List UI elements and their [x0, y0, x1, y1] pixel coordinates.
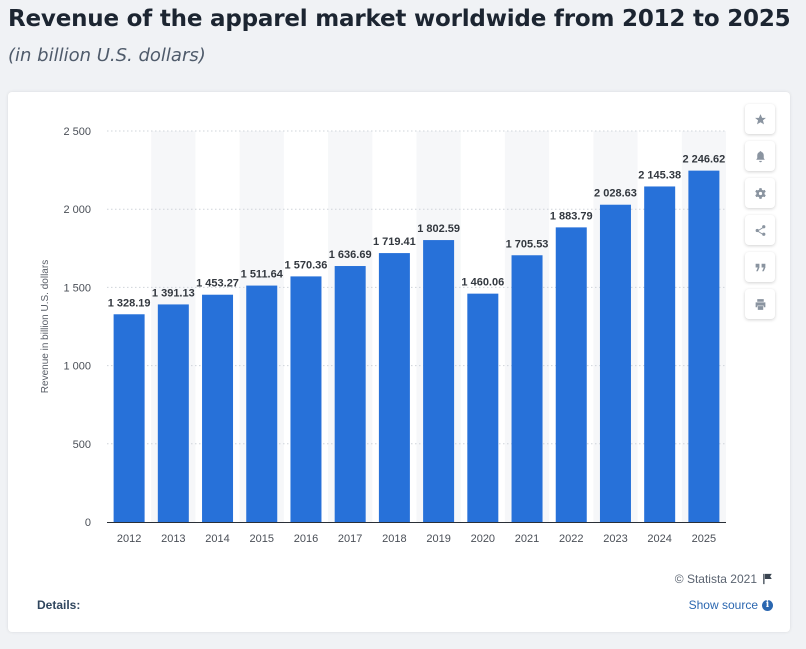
settings-button[interactable]: [745, 178, 775, 208]
data-label: 1 391.13: [152, 287, 195, 299]
bar: [423, 240, 455, 522]
y-tick-label: 1 500: [63, 282, 91, 294]
x-tick-label: 2015: [250, 533, 274, 545]
bar: [157, 304, 189, 522]
bar: [511, 255, 543, 522]
bar-chart: 0 500 1 000 1 500 2 000 2 500 Revenue in billi…: [40, 126, 726, 545]
x-tick-label: 2017: [338, 533, 362, 545]
info-icon: i: [762, 599, 773, 611]
data-label: 2 246.62: [682, 154, 725, 166]
x-tick-label: 2018: [382, 533, 406, 545]
star-icon: [754, 113, 766, 124]
bar: [599, 204, 631, 522]
y-axis-title: Revenue in billion U.S. dollars: [40, 260, 51, 393]
x-tick-label: 2024: [647, 533, 671, 545]
flag-icon: [763, 573, 772, 585]
x-tick-label: 2012: [117, 533, 141, 545]
print-icon: [755, 298, 765, 310]
x-tick-label: 2019: [426, 533, 450, 545]
x-tick-label: 2021: [515, 533, 539, 545]
share-button[interactable]: [745, 215, 775, 245]
y-tick-label: 0: [85, 517, 91, 529]
print-button[interactable]: [745, 289, 775, 319]
cite-button[interactable]: [745, 252, 775, 282]
data-label: 1 802.59: [417, 223, 460, 235]
y-tick-label: 2 000: [63, 204, 91, 216]
data-label: 2 028.63: [594, 188, 637, 200]
page-subtitle: (in billion U.S. dollars): [8, 45, 206, 66]
data-label: 1 636.69: [329, 249, 372, 261]
statista-credit[interactable]: © Statista 2021: [675, 572, 773, 586]
page-title: Revenue of the apparel market worldwide …: [8, 6, 791, 32]
details-label[interactable]: Details:: [37, 598, 81, 612]
show-source-link[interactable]: Show source i: [689, 598, 773, 612]
x-tick-label: 2016: [294, 533, 318, 545]
y-tick-label: 500: [73, 439, 91, 451]
gear-icon: [754, 187, 766, 199]
data-label: 1 453.27: [196, 278, 239, 290]
x-tick-label: 2022: [559, 533, 583, 545]
data-label: 1 719.41: [373, 236, 416, 248]
data-label: 1 460.06: [461, 277, 504, 289]
bar: [555, 227, 587, 522]
y-tick-label: 2 500: [63, 126, 91, 138]
favorite-button[interactable]: [745, 104, 775, 134]
quote-icon: [755, 263, 765, 271]
bar: [202, 294, 234, 522]
bar: [467, 293, 499, 522]
bar: [290, 276, 322, 522]
bell-icon: [755, 150, 765, 162]
data-label: 1 883.79: [550, 210, 593, 222]
x-tick-label: 2013: [161, 533, 185, 545]
x-tick-label: 2014: [205, 533, 229, 545]
data-label: 1 511.64: [241, 269, 284, 281]
x-tick-label: 2020: [471, 533, 495, 545]
chart-card: 0 500 1 000 1 500 2 000 2 500 Revenue in billi…: [8, 92, 790, 632]
credit-text: © Statista 2021: [674, 572, 757, 586]
bar: [246, 285, 278, 522]
data-label: 1 570.36: [285, 259, 328, 271]
bar: [113, 314, 145, 522]
bar: [688, 170, 720, 522]
data-label: 1 328.19: [108, 297, 151, 309]
bar: [378, 253, 410, 522]
data-label: 1 705.53: [506, 238, 549, 250]
bar: [644, 186, 676, 522]
x-tick-label: 2025: [692, 533, 716, 545]
notification-button[interactable]: [745, 141, 775, 171]
bar: [334, 266, 366, 522]
y-tick-label: 1 000: [63, 361, 91, 373]
data-label: 2 145.38: [638, 169, 681, 181]
side-toolbar: [745, 104, 775, 319]
share-icon: [755, 224, 765, 236]
x-tick-label: 2023: [603, 533, 627, 545]
show-source-text: Show source: [688, 598, 758, 612]
